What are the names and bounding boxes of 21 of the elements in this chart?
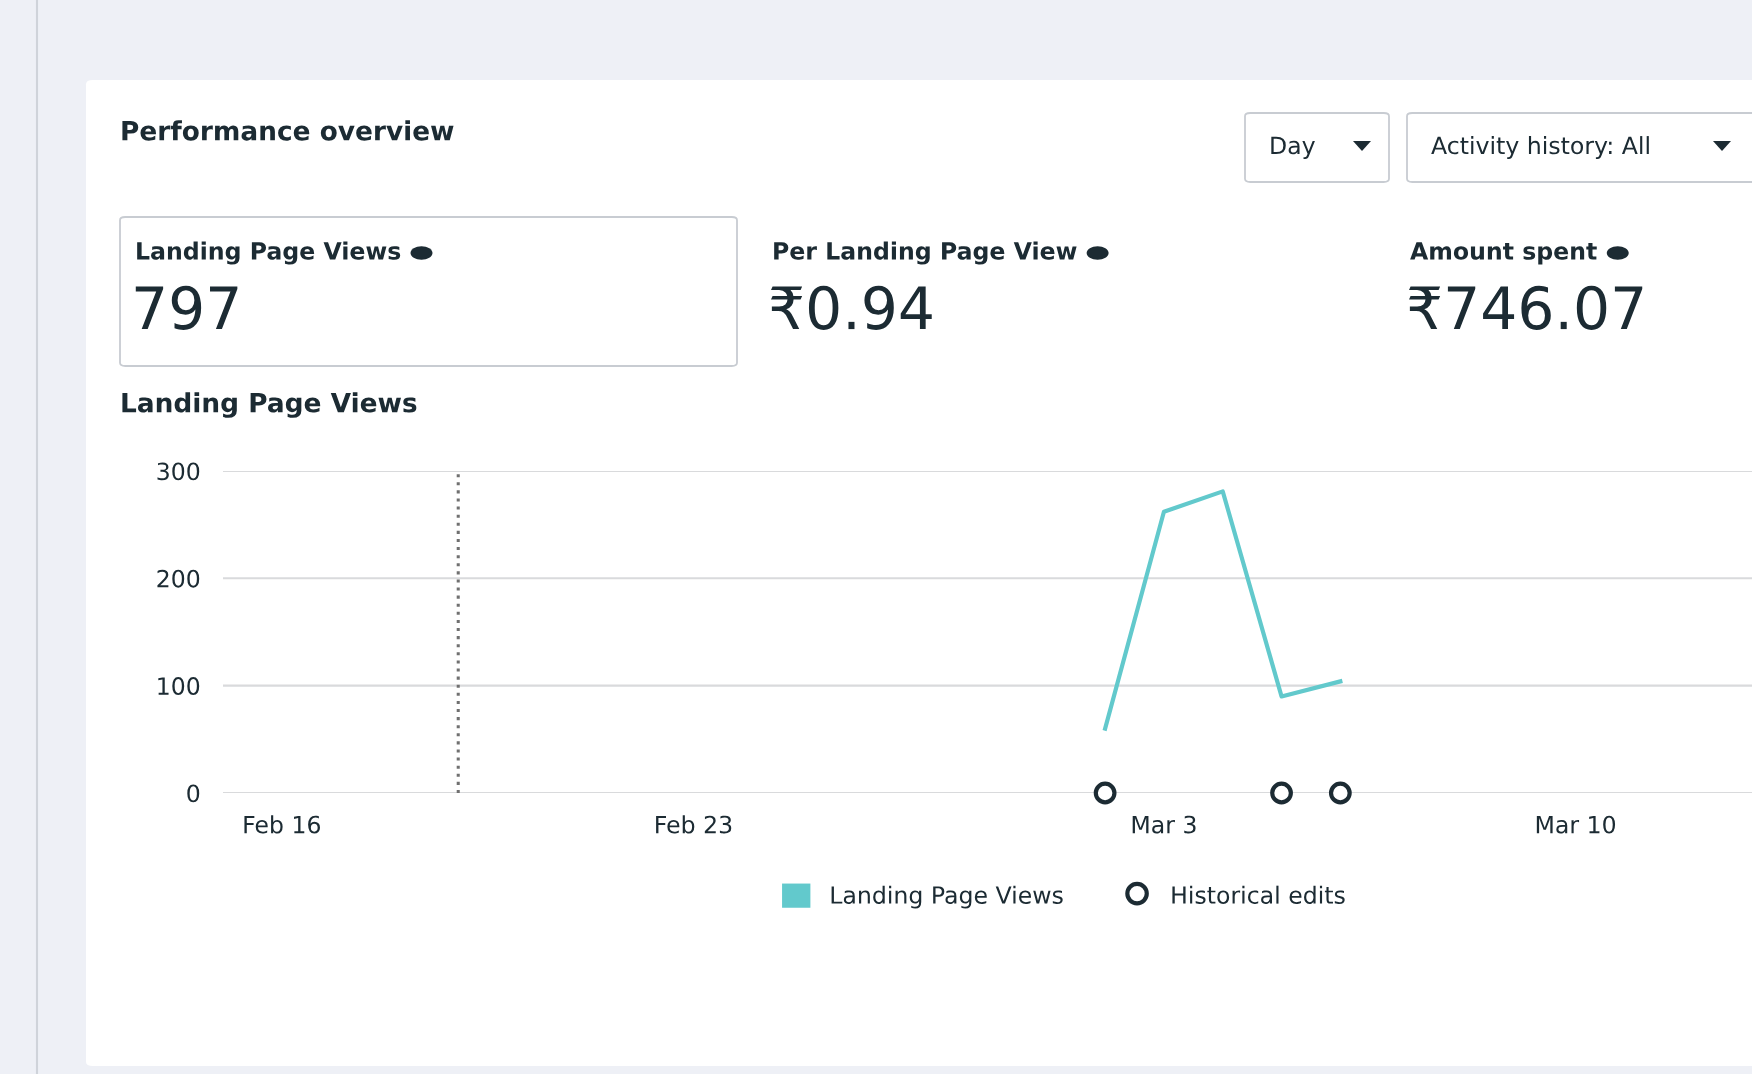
text: ₹0.94: [771, 285, 932, 330]
y-tick-label: 0: [187, 784, 200, 803]
y-tick-label: 300: [157, 462, 200, 481]
y-tick-label: 100: [158, 677, 200, 695]
text: Day: [1271, 136, 1315, 159]
text: 797: [135, 285, 238, 330]
legend-label: Historical edits: [1172, 885, 1345, 904]
text: Amount spent: [1410, 242, 1597, 265]
line-series: [1103, 489, 1343, 731]
chart-title: Landing Page Views: [137, 241, 401, 265]
x-tick-label: Feb 23: [656, 815, 732, 834]
text: Activity history: All: [1431, 136, 1649, 159]
text: Performance overview: [122, 120, 454, 141]
legend-label: Landing Page Views: [831, 885, 1063, 909]
text: ₹746.07: [1409, 285, 1643, 330]
x-tick-label: Mar 3: [1132, 815, 1196, 834]
text: Landing Page Views: [122, 392, 417, 418]
y-tick-label: 200: [157, 569, 200, 588]
x-tick-label: Mar 10: [1536, 815, 1616, 834]
text: Per Landing Page View: [774, 241, 1077, 265]
x-tick-label: Feb 16: [244, 815, 320, 834]
